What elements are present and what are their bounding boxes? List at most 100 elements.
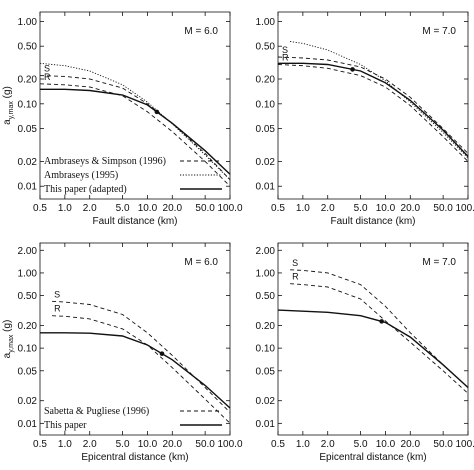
y-tick-label: 0.10	[256, 99, 276, 110]
y-tick-label: 2.00	[18, 246, 38, 257]
x-tick-label: 1.0	[58, 439, 72, 450]
y-axis-label-unit: (g)	[2, 86, 13, 101]
x-tick-label: 1.0	[296, 203, 310, 214]
plot-frame	[277, 242, 469, 436]
x-tick-label: 10.0	[138, 439, 158, 450]
series-line-dashed	[290, 269, 469, 388]
y-tick-label: 1.00	[18, 268, 38, 279]
y-tick-label: 0.20	[18, 75, 38, 86]
x-tick-label: 5.0	[354, 439, 368, 450]
magnitude-label: M = 7.0	[422, 257, 456, 268]
y-axis-label: ay,max (g)	[2, 320, 15, 359]
y-tick-label: 0.01	[18, 182, 38, 193]
x-tick-label: 50.0	[433, 439, 453, 450]
y-tick-label: 0.02	[256, 396, 276, 407]
series-line-solid	[277, 309, 469, 389]
y-tick-label: 0.05	[18, 124, 38, 135]
y-tick-label: 0.50	[256, 291, 276, 302]
x-tick-label: 0.5	[33, 439, 47, 450]
chart-panel-bottom-left: 0.5 1.0 2.0 5.0 10.0 20.0 50.0 100.0 0.01 0.02 0.0…	[2, 242, 243, 463]
legend-entry-label: Ambraseys (1995)	[44, 170, 118, 181]
plot-frame	[39, 242, 231, 436]
y-tick-label: 0.10	[18, 344, 38, 355]
x-tick-label: 100.0	[217, 203, 242, 214]
x-tick-label: 10.0	[376, 439, 396, 450]
curve-tag-R: R	[54, 304, 61, 314]
curve-tag-S: S	[54, 289, 60, 299]
y-tick-label: 0.10	[18, 99, 38, 110]
x-tick-label: 0.5	[33, 203, 47, 214]
y-tick-label: 0.20	[256, 321, 276, 332]
curve-tag-S: S	[282, 45, 288, 55]
y-axis-label: ay,max (g)	[2, 86, 15, 125]
series-line-solid	[278, 62, 469, 157]
x-tick-label: 50.0	[195, 439, 215, 450]
series-line-dashed	[39, 83, 231, 187]
x-tick-label: 50.0	[195, 203, 215, 214]
x-axis-label: Epicentral distance (km)	[81, 452, 188, 463]
transition-point-marker	[154, 109, 160, 115]
y-tick-label: 0.50	[18, 291, 38, 302]
transition-point-marker	[379, 319, 384, 324]
plot-frame	[39, 11, 231, 200]
x-tick-label: 1.0	[58, 203, 72, 214]
curve-tag-S: S	[44, 64, 50, 74]
y-tick-label: 0.10	[256, 344, 276, 355]
y-tick-label: 0.02	[18, 396, 38, 407]
transition-point-marker	[350, 67, 355, 72]
x-tick-label: 2.0	[321, 439, 335, 450]
y-tick-label: 0.01	[256, 182, 276, 193]
y-tick-label: 1.00	[256, 268, 276, 279]
magnitude-label: M = 7.0	[422, 26, 456, 37]
y-tick-label: 0.05	[256, 124, 276, 135]
y-tick-label: 0.05	[18, 366, 38, 377]
series-line-dotted	[290, 41, 469, 159]
curve-tag-R: R	[282, 52, 289, 62]
y-tick-label: 1.00	[18, 17, 38, 28]
series-line-dashed	[290, 283, 469, 394]
y-tick-label: 0.50	[256, 42, 276, 53]
x-tick-label: 20.0	[401, 439, 421, 450]
curve-tag-R: R	[292, 272, 299, 282]
series-line-solid	[40, 88, 231, 175]
y-tick-label: 0.01	[256, 419, 276, 430]
series-line-dashed	[277, 64, 469, 162]
x-tick-label: 100.0	[217, 439, 242, 450]
y-tick-label: 0.50	[18, 42, 38, 53]
x-tick-label: 5.0	[116, 203, 130, 214]
y-tick-label: 0.02	[256, 157, 276, 168]
x-tick-label: 100.0	[455, 439, 474, 450]
y-axis-label-sub: y,max	[8, 101, 15, 120]
series-line-solid	[40, 332, 231, 409]
series-line-dashed	[277, 56, 469, 154]
y-axis-label-main: a	[2, 119, 13, 125]
x-axis-label: Fault distance (km)	[92, 216, 177, 227]
y-tick-label: 2.00	[256, 246, 276, 257]
legend-entry-label: This paper (adapted)	[44, 184, 127, 195]
x-tick-label: 0.5	[271, 203, 285, 214]
x-axis-label: Epicentral distance (km)	[319, 452, 426, 463]
series-line-dashed	[52, 300, 231, 413]
x-tick-label: 20.0	[401, 203, 421, 214]
x-tick-label: 5.0	[354, 203, 368, 214]
legend-entry-label: Sabetta & Pugliese (1996)	[44, 406, 149, 417]
y-tick-label: 0.05	[256, 366, 276, 377]
y-axis-label-sub: y,max	[8, 334, 15, 353]
x-tick-label: 2.0	[321, 203, 335, 214]
y-axis-label-main: a	[2, 352, 13, 358]
plot-frame	[277, 11, 469, 200]
x-tick-label: 20.0	[163, 439, 183, 450]
x-tick-label: 100.0	[455, 203, 474, 214]
series-line-dotted	[39, 62, 231, 181]
legend-entry-label: Ambraseys & Simpson (1996)	[44, 156, 166, 167]
x-axis-label: Fault distance (km)	[330, 216, 415, 227]
x-tick-label: 50.0	[433, 203, 453, 214]
chart-panel-top-left: 0.5 1.0 2.0 5.0 10.0 20.0 50.0 100.0 0.01 0.02 0.0…	[2, 11, 243, 227]
y-tick-label: 1.00	[256, 17, 276, 28]
curve-tag-R: R	[44, 72, 51, 82]
series-line-dashed	[52, 315, 231, 424]
y-axis-label-unit: (g)	[2, 320, 13, 335]
